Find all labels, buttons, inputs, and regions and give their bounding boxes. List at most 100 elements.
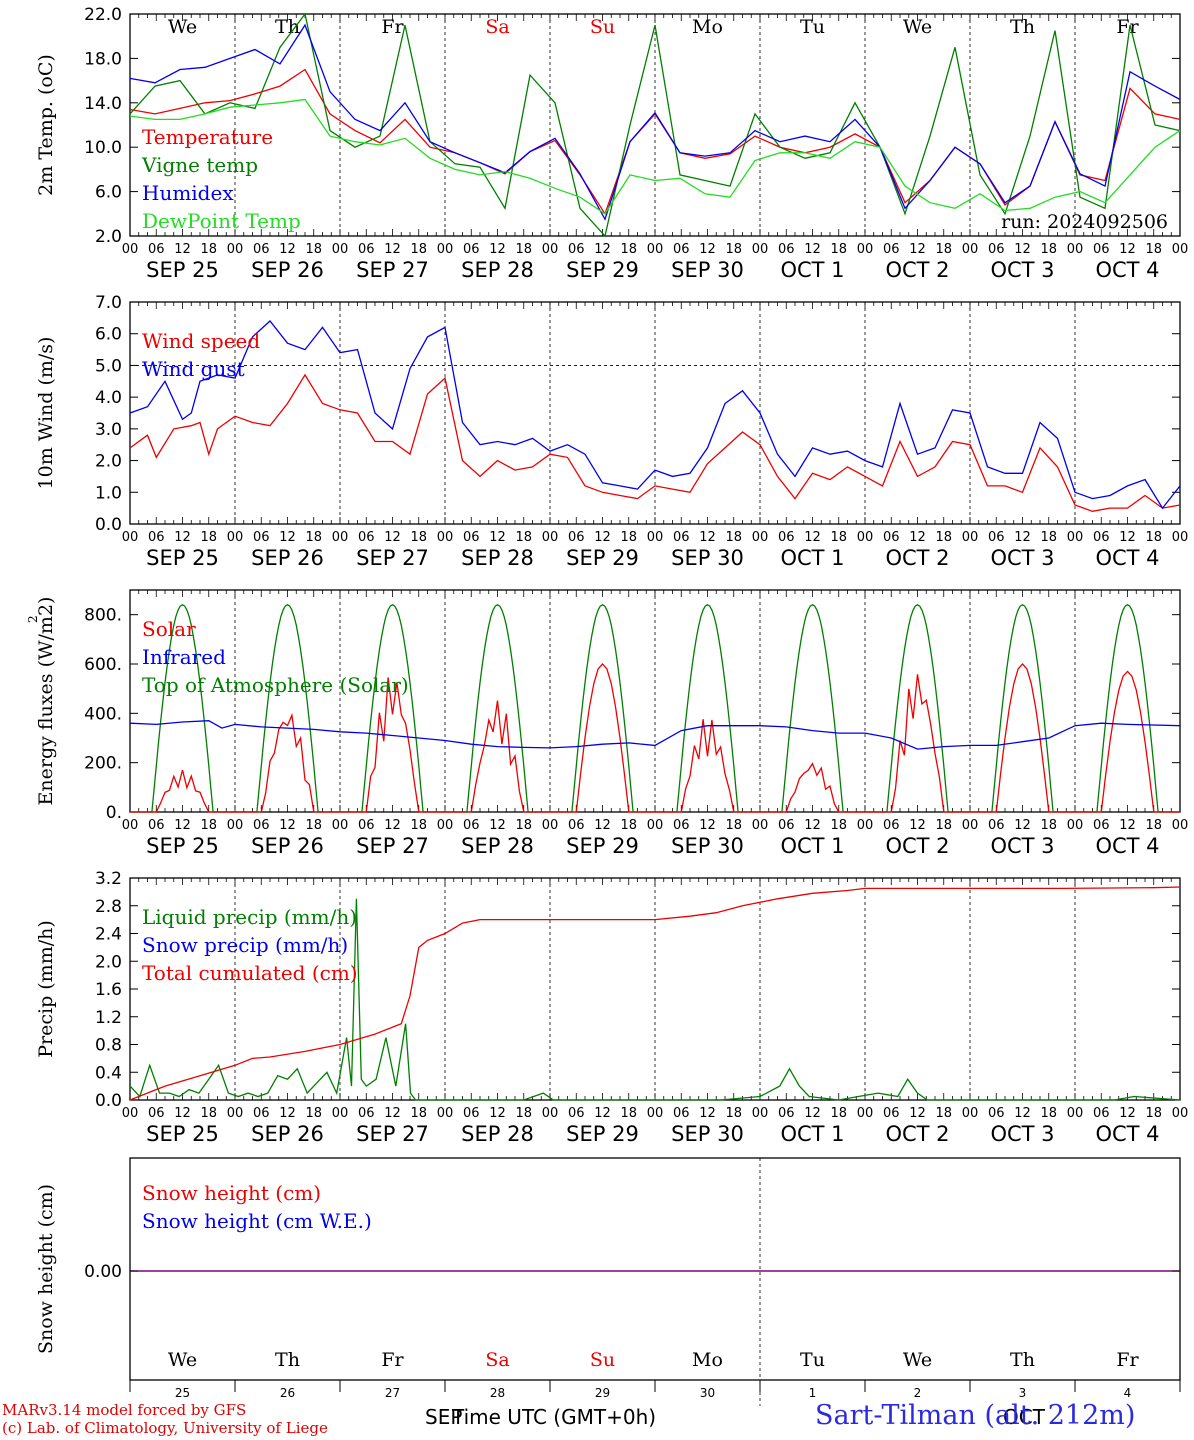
weekday-label: Sa bbox=[485, 16, 509, 38]
lab-credit: (c) Lab. of Climatology, University of L… bbox=[2, 1419, 328, 1437]
y-axis-title: 10m Wind (m/s) bbox=[35, 337, 57, 490]
y-axis-title: Snow height (cm) bbox=[35, 1184, 57, 1354]
legend-wind-gust: Wind gust bbox=[142, 357, 245, 381]
day-number-label: 25 bbox=[175, 1386, 190, 1400]
date-label: OCT 2 bbox=[885, 1122, 949, 1146]
day-number-label: 26 bbox=[280, 1386, 295, 1400]
legend-snow-precip-mm-h-: Snow precip (mm/h) bbox=[142, 933, 348, 957]
y-tick-label: 6.0 bbox=[95, 183, 122, 203]
hour-tick-label: 18 bbox=[305, 1106, 322, 1121]
hour-tick-label: 12 bbox=[384, 242, 401, 257]
day-number-label: 29 bbox=[595, 1386, 610, 1400]
hour-tick-label: 12 bbox=[804, 1106, 821, 1121]
hour-tick-label: 06 bbox=[673, 1106, 690, 1121]
hour-tick-label: 12 bbox=[804, 242, 821, 257]
date-label: OCT 3 bbox=[990, 1122, 1054, 1146]
hour-tick-label: 06 bbox=[253, 530, 270, 545]
date-label: SEP 30 bbox=[671, 546, 744, 570]
legend-dewpoint-temp: DewPoint Temp bbox=[142, 209, 301, 233]
weekday-label: Su bbox=[590, 1349, 615, 1371]
y-axis-title: Energy fluxes (W/m2) bbox=[35, 597, 57, 806]
hour-tick-label: 06 bbox=[778, 530, 795, 545]
weekday-label: Th bbox=[1010, 1349, 1035, 1371]
hour-tick-label: 00 bbox=[437, 242, 454, 257]
hour-tick-label: 18 bbox=[1145, 818, 1162, 833]
weekday-label: Th bbox=[275, 1349, 300, 1371]
hour-tick-label: 18 bbox=[410, 242, 427, 257]
y-tick-label: 6.0 bbox=[95, 325, 122, 345]
weekday-label: Sa bbox=[485, 1349, 509, 1371]
date-label: OCT 4 bbox=[1095, 834, 1159, 858]
day-number-label: 30 bbox=[700, 1386, 715, 1400]
hour-tick-label: 00 bbox=[1067, 242, 1084, 257]
legend-infrared: Infrared bbox=[142, 645, 226, 669]
hour-tick-label: 18 bbox=[725, 530, 742, 545]
y-tick-label: 22.0 bbox=[84, 5, 122, 25]
date-label: OCT 1 bbox=[780, 834, 844, 858]
hour-tick-label: 18 bbox=[1145, 1106, 1162, 1121]
hour-tick-label: 06 bbox=[778, 242, 795, 257]
hour-tick-label: 06 bbox=[673, 530, 690, 545]
hour-tick-label: 00 bbox=[332, 242, 349, 257]
hour-tick-label: 00 bbox=[227, 1106, 244, 1121]
date-label: SEP 25 bbox=[146, 1122, 219, 1146]
series-liquid-precip bbox=[129, 898, 1181, 1101]
hour-tick-label: 12 bbox=[1014, 818, 1031, 833]
hour-tick-label: 00 bbox=[1067, 818, 1084, 833]
date-label: OCT 3 bbox=[990, 258, 1054, 282]
hour-tick-label: 00 bbox=[752, 530, 769, 545]
weekday-label: Su bbox=[590, 16, 615, 38]
legend-snow-height-cm-: Snow height (cm) bbox=[142, 1181, 321, 1205]
hour-tick-label: 06 bbox=[883, 242, 900, 257]
hour-tick-label: 18 bbox=[305, 530, 322, 545]
date-label: SEP 26 bbox=[251, 258, 324, 282]
hour-tick-label: 18 bbox=[410, 530, 427, 545]
legend-solar: Solar bbox=[142, 617, 196, 641]
weekday-label: Tu bbox=[800, 16, 825, 38]
date-label: SEP 27 bbox=[356, 834, 429, 858]
hour-tick-label: 18 bbox=[935, 1106, 952, 1121]
hour-tick-label: 00 bbox=[1067, 1106, 1084, 1121]
y-tick-label: 2.0 bbox=[95, 452, 122, 472]
weekday-label: Fr bbox=[381, 1349, 404, 1371]
date-label: SEP 26 bbox=[251, 546, 324, 570]
hour-tick-label: 18 bbox=[305, 242, 322, 257]
hour-tick-label: 18 bbox=[830, 818, 847, 833]
hour-tick-label: 06 bbox=[778, 818, 795, 833]
date-label: SEP 26 bbox=[251, 1122, 324, 1146]
hour-tick-label: 00 bbox=[542, 1106, 559, 1121]
hour-tick-label: 12 bbox=[699, 530, 716, 545]
hour-tick-label: 18 bbox=[410, 818, 427, 833]
hour-tick-label: 18 bbox=[200, 818, 217, 833]
weekday-label: Th bbox=[1010, 16, 1035, 38]
date-label: SEP 25 bbox=[146, 834, 219, 858]
y-axis-superscript: 2 bbox=[26, 615, 40, 623]
y-tick-label: 18.0 bbox=[84, 49, 122, 69]
hour-tick-label: 12 bbox=[279, 818, 296, 833]
hour-tick-label: 12 bbox=[594, 530, 611, 545]
hour-tick-label: 12 bbox=[384, 818, 401, 833]
hour-tick-label: 18 bbox=[515, 242, 532, 257]
y-tick-label: 0.4 bbox=[95, 1063, 122, 1083]
date-label: SEP 30 bbox=[671, 834, 744, 858]
y-tick-label: 3.2 bbox=[95, 869, 122, 889]
date-label: OCT 1 bbox=[780, 258, 844, 282]
date-label: SEP 25 bbox=[146, 258, 219, 282]
hour-tick-label: 12 bbox=[909, 530, 926, 545]
hour-tick-label: 12 bbox=[594, 242, 611, 257]
hour-tick-label: 18 bbox=[1040, 818, 1057, 833]
hour-tick-label: 12 bbox=[699, 1106, 716, 1121]
day-number-label: 2 bbox=[914, 1386, 922, 1400]
hour-tick-label: 06 bbox=[463, 1106, 480, 1121]
y-tick-label: 0.00 bbox=[84, 1262, 122, 1282]
hour-tick-label: 12 bbox=[909, 1106, 926, 1121]
hour-tick-label: 00 bbox=[437, 530, 454, 545]
hour-tick-label: 00 bbox=[122, 1106, 139, 1121]
hour-tick-label: 00 bbox=[962, 242, 979, 257]
y-tick-label: 2.8 bbox=[95, 897, 122, 917]
model-credit: MARv3.14 model forced by GFS bbox=[2, 1401, 247, 1419]
date-label: SEP 28 bbox=[461, 834, 534, 858]
hour-tick-label: 18 bbox=[830, 530, 847, 545]
hour-tick-label: 12 bbox=[279, 1106, 296, 1121]
hour-tick-label: 00 bbox=[857, 242, 874, 257]
